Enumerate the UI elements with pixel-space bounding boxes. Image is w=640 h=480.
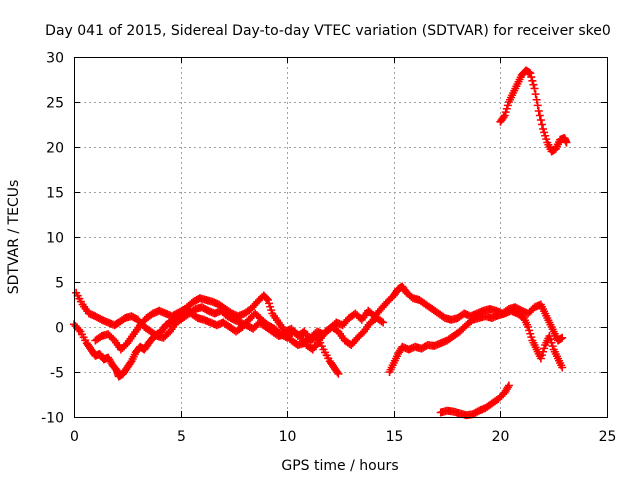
data-point <box>537 120 546 129</box>
data-point <box>533 101 542 110</box>
data-point <box>377 317 386 326</box>
data-point <box>530 84 539 93</box>
data-point <box>527 73 536 82</box>
y-axis-label: SDTVAR / TECUs <box>6 180 22 295</box>
y-tick-label: 30 <box>46 51 64 67</box>
data-point <box>531 90 540 99</box>
series-arc5 <box>436 381 513 420</box>
y-tick-label: 10 <box>46 231 64 247</box>
data-point <box>529 80 538 89</box>
x-axis-label: GPS time / hours <box>281 458 398 474</box>
data-point <box>74 325 83 334</box>
x-tick-label: 25 <box>599 429 617 445</box>
x-tick-label: 20 <box>492 429 510 445</box>
data-point <box>532 95 541 104</box>
data-point <box>379 318 388 327</box>
x-tick-label: 5 <box>177 429 186 445</box>
axis-tick-labels: 0 5 10 15 20 25 -10 -5 0 5 10 15 20 25 30 <box>41 51 616 446</box>
y-tick-label: 5 <box>55 276 64 292</box>
data-points <box>70 66 571 420</box>
data-point <box>558 333 567 342</box>
data-point <box>534 107 543 115</box>
data-point <box>333 368 342 377</box>
data-point <box>334 369 343 378</box>
x-tick-label: 10 <box>279 429 297 445</box>
y-tick-label: -10 <box>41 411 64 427</box>
data-point <box>558 363 567 372</box>
y-tick-label: 20 <box>46 141 64 157</box>
data-point <box>262 294 271 303</box>
data-point <box>528 76 537 85</box>
y-tick-label: 15 <box>46 186 64 202</box>
data-point <box>562 138 571 147</box>
data-point <box>536 116 545 124</box>
series-arc6 <box>496 66 571 156</box>
data-point <box>535 111 544 120</box>
data-point <box>504 381 513 390</box>
y-tick-label: -5 <box>50 366 64 382</box>
y-tick-label: 0 <box>55 321 64 337</box>
y-tick-label: 25 <box>46 96 64 112</box>
plot-frame <box>74 57 608 418</box>
chart-title: Day 041 of 2015, Sidereal Day-to-day VTE… <box>45 23 611 39</box>
data-point <box>499 113 508 122</box>
x-tick-label: 15 <box>386 429 404 445</box>
series-arc3 <box>91 305 388 354</box>
series-arc4 <box>385 306 567 376</box>
data-point <box>503 383 512 392</box>
x-tick-label: 0 <box>70 429 79 445</box>
data-point <box>526 69 535 78</box>
